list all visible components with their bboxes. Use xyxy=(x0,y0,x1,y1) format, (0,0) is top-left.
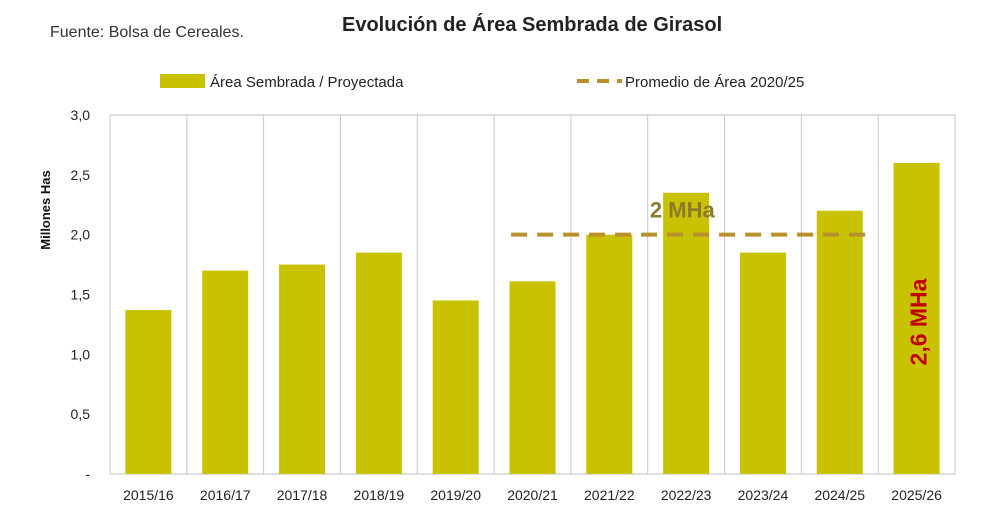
source-note: Fuente: Bolsa de Cereales. xyxy=(50,24,244,41)
chart-title: Evolución de Área Sembrada de Girasol xyxy=(342,14,723,36)
x-tick-label: 2019/20 xyxy=(430,487,481,503)
tick-labels: - 0,5 1,0 1,5 2,0 2,5 3,0 2015/16 2016/17 2017/18… xyxy=(71,107,943,503)
bar xyxy=(355,252,402,474)
y-tick-label: 2,5 xyxy=(71,167,91,183)
bar xyxy=(586,234,633,474)
x-tick-label: 2018/19 xyxy=(354,487,405,503)
bar xyxy=(202,270,249,474)
bar xyxy=(125,310,172,474)
bar xyxy=(509,281,556,474)
y-tick-label: 0,5 xyxy=(71,406,91,422)
x-tick-label: 2023/24 xyxy=(738,487,789,503)
average-line-group: 2 MHa 2,6 MHa xyxy=(511,198,932,365)
bars xyxy=(125,162,940,475)
y-tick-label: 2,0 xyxy=(71,227,91,243)
y-tick-label: 3,0 xyxy=(71,107,91,123)
x-tick-label: 2020/21 xyxy=(507,487,558,503)
y-tick-label: - xyxy=(85,466,90,482)
x-tick-label: 2021/22 xyxy=(584,487,635,503)
legend-swatch-bars xyxy=(160,74,205,88)
y-tick-label: 1,5 xyxy=(71,287,91,303)
average-label: 2 MHa xyxy=(650,198,716,223)
y-axis-label: Millones Has xyxy=(38,170,53,249)
bar xyxy=(893,162,940,474)
bar xyxy=(279,264,326,474)
x-tick-label: 2024/25 xyxy=(814,487,865,503)
bar xyxy=(432,300,479,474)
x-tick-label: 2016/17 xyxy=(200,487,251,503)
grid-lines xyxy=(109,114,956,475)
x-tick-label: 2022/23 xyxy=(661,487,712,503)
x-tick-label: 2025/26 xyxy=(891,487,942,503)
x-tick-label: 2017/18 xyxy=(277,487,328,503)
legend: Área Sembrada / Proyectada Promedio de Ár… xyxy=(160,74,804,91)
bar xyxy=(816,210,863,474)
bar xyxy=(663,192,710,475)
legend-label-bars: Área Sembrada / Proyectada xyxy=(210,74,404,91)
x-tick-label: 2015/16 xyxy=(123,487,174,503)
legend-label-average: Promedio de Área 2020/25 xyxy=(625,74,804,91)
bar xyxy=(739,252,786,474)
y-tick-label: 1,0 xyxy=(71,346,91,362)
highlight-label: 2,6 MHa xyxy=(906,278,932,365)
